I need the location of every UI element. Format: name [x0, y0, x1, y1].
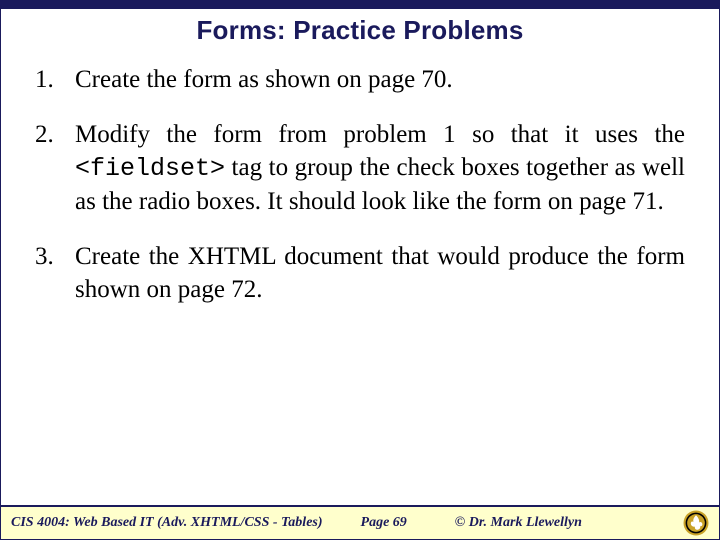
text-pre: Modify the form from problem 1 so that i… [75, 121, 685, 148]
footer-course: CIS 4004: Web Based IT (Adv. XHTML/CSS -… [11, 515, 323, 531]
slide: Forms: Practice Problems 1. Create the f… [0, 0, 720, 540]
list-number: 2. [35, 118, 75, 151]
footer-page: Page 69 [361, 515, 407, 531]
footer-bar: CIS 4004: Web Based IT (Adv. XHTML/CSS -… [1, 505, 719, 539]
list-item: 2. Modify the form from problem 1 so tha… [35, 118, 685, 218]
list-number: 1. [35, 63, 75, 96]
list-body: Create the form as shown on page 70. [75, 63, 685, 96]
list-body: Create the XHTML document that would pro… [75, 240, 685, 306]
list-number: 3. [35, 240, 75, 273]
footer-copyright: © Dr. Mark Llewellyn [455, 515, 582, 531]
code-fieldset: <fieldset> [75, 154, 225, 183]
slide-title: Forms: Practice Problems [1, 15, 719, 46]
ucf-logo-icon [683, 510, 709, 536]
list-item: 3. Create the XHTML document that would … [35, 240, 685, 306]
list-item: 1. Create the form as shown on page 70. [35, 63, 685, 96]
content-area: 1. Create the form as shown on page 70. … [35, 63, 685, 328]
top-rule [1, 1, 719, 9]
list-body: Modify the form from problem 1 so that i… [75, 118, 685, 218]
